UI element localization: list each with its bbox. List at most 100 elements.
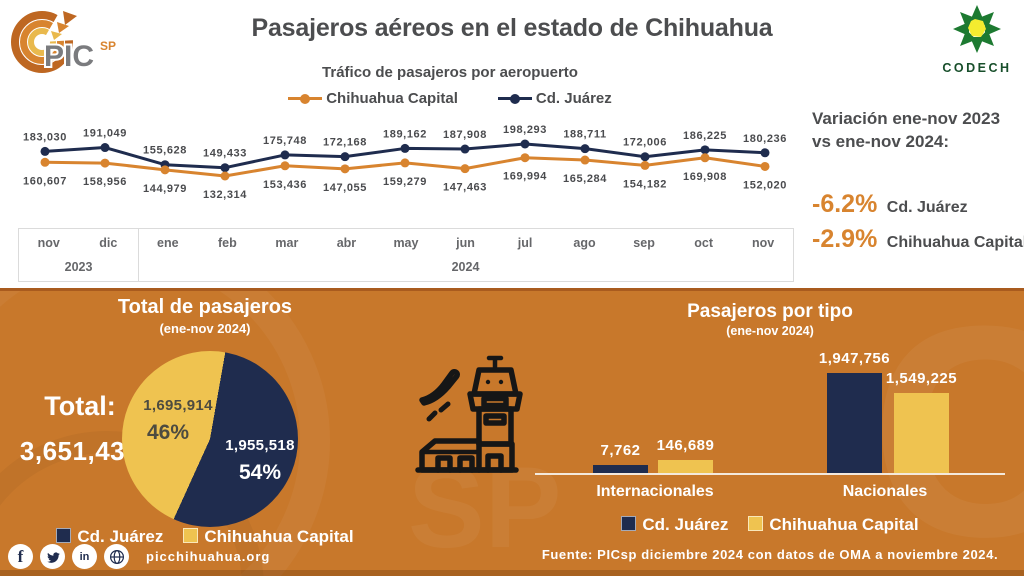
legend-item: Chihuahua Capital: [183, 527, 354, 547]
bar-chart-legend: Cd. Juárez Chihuahua Capital: [560, 515, 980, 535]
year-label: 2024: [451, 260, 480, 274]
legend-item: Chihuahua Capital: [748, 515, 919, 535]
month-label: mar: [275, 236, 299, 250]
legend-item: Cd. Juárez: [56, 527, 163, 547]
total-label: Total:: [44, 391, 116, 421]
month-label: nov: [37, 236, 60, 250]
line-marker-icon: [288, 93, 323, 104]
month-label: nov: [752, 236, 775, 250]
codech-logo: CODECH: [934, 4, 1020, 75]
variation-item-chihuahua: -2.9% Chihuahua Capital: [812, 224, 1024, 254]
year-label: 2023: [64, 260, 93, 274]
bar-chart-subtitle: (ene-nov 2024): [726, 324, 814, 338]
x-axis-table: nov dic ene feb mar abr may jun jul ago sep oct nov …: [18, 228, 794, 282]
codech-star-icon: [953, 5, 1001, 53]
svg-text:147,055: 147,055: [323, 182, 367, 194]
pie-slice-value-juarez: 1,955,518: [225, 437, 295, 454]
social-links: f in picchihuahua.org: [8, 544, 270, 569]
pie-chart: [122, 351, 298, 527]
bar-chart-title: Pasajeros por tipo: [687, 301, 853, 322]
month-label: jul: [517, 236, 533, 250]
pie-chart-title: Total de pasajeros: [117, 296, 293, 318]
bar-value-label: 1,947,756: [818, 350, 891, 367]
legend-item: Cd. Juárez: [497, 90, 612, 107]
year-labels-row: 2023 2024: [19, 260, 793, 274]
globe-icon[interactable]: [104, 544, 129, 569]
pic-swirl-icon: PIC SP: [11, 4, 116, 75]
pic-sp-logo: PIC SP: [6, 4, 128, 78]
total-block: Total: 3,651,432: [6, 391, 154, 467]
line-chart: 183,030 191,049 155,628 149,433 175,748 172,1…: [15, 110, 795, 230]
legend-swatch-icon: [621, 516, 637, 531]
pie-chart-title-block: Total de pasajeros (ene-nov 2024): [70, 296, 340, 336]
svg-text:152,020: 152,020: [743, 179, 787, 191]
bottom-strip: [0, 570, 1024, 576]
twitter-icon[interactable]: [40, 544, 65, 569]
month-label: ene: [157, 236, 179, 250]
svg-text:186,225: 186,225: [683, 130, 727, 142]
svg-text:147,463: 147,463: [443, 182, 487, 194]
svg-text:180,236: 180,236: [743, 133, 787, 145]
svg-text:189,162: 189,162: [383, 128, 427, 140]
month-label: jun: [456, 236, 475, 250]
svg-text:132,314: 132,314: [203, 189, 247, 201]
svg-text:SP: SP: [100, 39, 116, 53]
svg-text:172,168: 172,168: [323, 137, 367, 149]
month-label: ago: [573, 236, 596, 250]
codech-label: CODECH: [942, 61, 1012, 75]
svg-text:191,049: 191,049: [83, 128, 127, 140]
bar-internacionales-juarez: [593, 465, 648, 473]
variation-label: Chihuahua Capital: [886, 233, 1024, 251]
source-note: Fuente: PICsp diciembre 2024 con datos d…: [541, 547, 999, 562]
svg-text:154,182: 154,182: [623, 178, 667, 190]
variation-panel: Variación ene-nov 2023 vs ene-nov 2024: …: [812, 108, 1024, 254]
svg-text:PIC: PIC: [44, 40, 94, 73]
bar-nacionales-juarez: [827, 373, 882, 473]
year-divider: [138, 229, 139, 281]
month-label: feb: [217, 236, 237, 250]
month-labels-row: nov dic ene feb mar abr may jun jul ago sep oct nov: [19, 236, 793, 250]
legend-swatch-icon: [748, 516, 764, 531]
pie-slice-pct-juarez: 54%: [238, 461, 282, 484]
bar-chart: 7,762 146,689 1,947,756 1,549,225: [535, 350, 1005, 475]
facebook-icon[interactable]: f: [8, 544, 33, 569]
svg-text:169,994: 169,994: [503, 171, 547, 183]
category-nacionales: Nacionales: [842, 483, 928, 500]
airport-icon: [400, 346, 535, 486]
svg-text:187,908: 187,908: [443, 129, 487, 141]
variation-heading: Variación ene-nov 2023 vs ene-nov 2024:: [812, 109, 1001, 151]
linkedin-icon[interactable]: in: [72, 544, 97, 569]
svg-text:158,956: 158,956: [83, 176, 127, 188]
svg-text:169,908: 169,908: [683, 171, 727, 183]
svg-text:149,433: 149,433: [203, 148, 247, 160]
bar-chart-baseline: [535, 473, 1005, 475]
svg-text:155,628: 155,628: [143, 145, 187, 157]
bar-chart-title-block: Pasajeros por tipo (ene-nov 2024): [560, 301, 980, 338]
svg-text:153,436: 153,436: [263, 179, 307, 191]
svg-text:160,607: 160,607: [23, 175, 67, 187]
bar-nacionales-chihuahua: [894, 393, 949, 473]
bar-internacionales-chihuahua: [658, 460, 713, 473]
line-marker-icon: [497, 93, 532, 104]
month-label: abr: [336, 236, 357, 250]
website-url[interactable]: picchihuahua.org: [146, 549, 271, 564]
svg-text:175,748: 175,748: [263, 135, 307, 147]
variation-pct: -6.2%: [812, 189, 878, 218]
month-label: oct: [694, 236, 713, 250]
variation-label: Cd. Juárez: [886, 198, 968, 216]
page-title: Pasajeros aéreos en el estado de Chihuah…: [251, 14, 773, 42]
pie-slice-value-chihuahua: 1,695,914: [143, 397, 213, 414]
svg-text:188,711: 188,711: [563, 129, 606, 141]
month-label: sep: [633, 236, 655, 250]
line-chart-legend: Chihuahua Capital Cd. Juárez: [200, 90, 700, 107]
svg-text:198,293: 198,293: [503, 124, 547, 136]
line-chart-title: Tráfico de pasajeros por aeropuerto: [322, 64, 578, 81]
variation-pct: -2.9%: [812, 224, 878, 253]
bottom-orange-panel: C SP Total de pasajeros (ene-nov 2024) T…: [0, 288, 1024, 576]
variation-item-juarez: -6.2% Cd. Juárez: [812, 190, 1018, 219]
pie-chart-subtitle: (ene-nov 2024): [159, 321, 251, 336]
pie-slice-pct-chihuahua: 46%: [146, 421, 190, 444]
legend-swatch-icon: [56, 528, 72, 543]
month-label: may: [393, 236, 419, 250]
svg-text:159,279: 159,279: [383, 176, 427, 188]
